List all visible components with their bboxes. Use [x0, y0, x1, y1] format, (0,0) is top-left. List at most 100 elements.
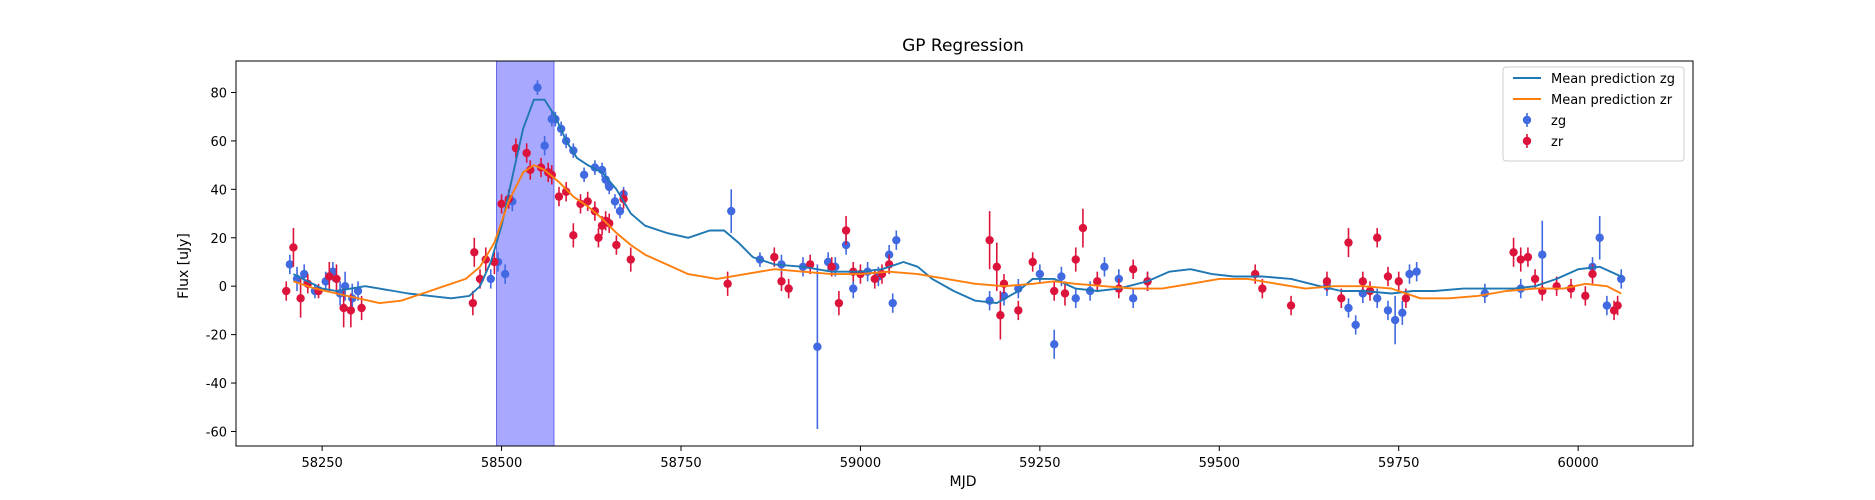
zr-point — [985, 235, 994, 245]
zr-point — [1322, 277, 1332, 286]
y-tick-label: -40 — [206, 377, 227, 392]
zr-point — [805, 260, 815, 269]
x-tick-label: 60000 — [1557, 456, 1598, 471]
y-tick-label: 20 — [210, 232, 227, 247]
zg-point — [1602, 301, 1612, 310]
zg-point — [1405, 269, 1414, 279]
zg-point — [353, 286, 363, 296]
zg-point — [1128, 294, 1138, 303]
zr-point — [841, 226, 851, 235]
zg-point — [540, 141, 549, 150]
x-tick-label: 58250 — [301, 456, 342, 471]
y-tick-label: 40 — [210, 183, 227, 198]
zg-point — [1383, 306, 1393, 315]
chart-title: GP Regression — [902, 36, 1024, 56]
legend-box — [1502, 66, 1685, 162]
zr-point — [612, 240, 621, 250]
zr-point — [1530, 274, 1540, 284]
zg-point — [1617, 274, 1626, 284]
legend-label: zr — [1551, 135, 1564, 150]
zr-point — [346, 306, 356, 315]
zr-point — [770, 252, 779, 262]
zr-point — [583, 197, 592, 206]
zg-point — [1595, 233, 1604, 242]
zg-point — [1050, 340, 1059, 349]
zr-point — [1383, 272, 1393, 281]
mean-prediction-layer — [292, 98, 1622, 305]
zg-point — [486, 274, 495, 284]
zg-point — [888, 298, 897, 308]
legend-marker-swatch — [1522, 136, 1532, 146]
zr-point — [522, 148, 531, 158]
zg-point — [1372, 294, 1382, 303]
zr-point — [605, 219, 614, 228]
x-tick-label: 59750 — [1378, 456, 1419, 471]
zg-point — [299, 269, 309, 279]
zr-point — [497, 199, 506, 209]
zr-point — [827, 262, 836, 272]
zr-point — [332, 274, 341, 284]
zr-point — [834, 298, 844, 308]
y-axis: -60 -40 -20 0 20 40 60 80 — [206, 86, 236, 440]
zr-point — [1581, 291, 1590, 301]
zr-point — [1071, 255, 1080, 264]
zr-point — [996, 311, 1005, 320]
x-tick-label: 58750 — [660, 456, 701, 471]
zg-point — [985, 296, 994, 305]
zr-point — [569, 231, 578, 240]
zg-point — [1538, 250, 1547, 259]
zg-point — [615, 206, 625, 216]
y-axis-label: Flux [uJy] — [176, 233, 192, 299]
zg-point — [285, 260, 295, 269]
zg-point — [1390, 315, 1400, 325]
x-tick-label: 58500 — [481, 456, 522, 471]
zr-point — [325, 272, 334, 281]
zr-point — [1028, 257, 1037, 267]
zr-point — [289, 243, 298, 252]
zr-point — [1093, 277, 1102, 286]
zr-point — [1516, 255, 1525, 264]
zr-point — [1286, 301, 1296, 310]
zr-point — [626, 255, 635, 264]
zr-point — [1358, 277, 1368, 286]
y-tick-label: -60 — [206, 425, 227, 440]
zg-point — [1351, 320, 1360, 330]
shaded-region — [496, 60, 555, 447]
zg-point — [813, 342, 822, 351]
zg-point — [1057, 272, 1066, 281]
zr-point — [784, 284, 793, 293]
zr-point — [1337, 294, 1346, 303]
axes-frame — [235, 60, 1694, 447]
zr-point — [554, 192, 564, 201]
zr-point — [1344, 238, 1353, 247]
zg-point — [1398, 308, 1407, 318]
x-tick-label: 59000 — [840, 456, 881, 471]
zg-point — [1035, 269, 1045, 279]
zr-point — [561, 187, 571, 196]
zr-point — [1060, 289, 1070, 298]
zr-point — [1372, 233, 1382, 242]
zr-point — [870, 274, 879, 284]
legend-marker-swatch — [1522, 115, 1532, 125]
plot-area — [235, 60, 1694, 447]
zr-point — [992, 262, 1001, 272]
zg-point — [1412, 267, 1421, 276]
zg-point — [500, 269, 510, 279]
x-axis: 58250 58500 58750 59000 59250 59500 59750 60000 — [301, 446, 1599, 471]
zr-point — [1588, 269, 1597, 279]
zg-point — [605, 182, 614, 192]
zr-point — [1128, 265, 1138, 274]
zr-point — [1401, 294, 1411, 303]
zr-point — [1258, 284, 1267, 293]
y-tick-label: 60 — [210, 135, 227, 150]
zr-point — [723, 279, 732, 288]
legend-label: Mean prediction zg — [1551, 72, 1675, 87]
y-tick-label: 0 — [219, 280, 227, 295]
shaded-region-layer — [496, 60, 555, 447]
zg-point — [1100, 262, 1109, 272]
zr-point — [282, 286, 291, 296]
zg-point — [727, 206, 736, 216]
zg-point — [1344, 303, 1353, 313]
x-tick-label: 59250 — [1019, 456, 1060, 471]
